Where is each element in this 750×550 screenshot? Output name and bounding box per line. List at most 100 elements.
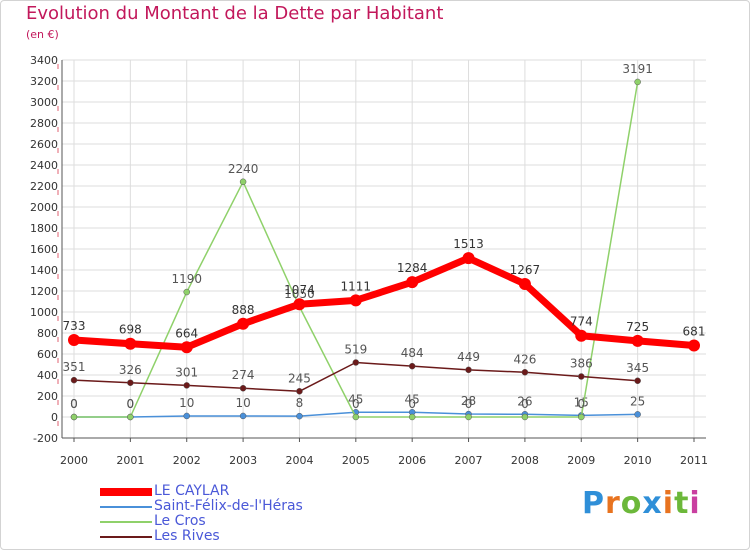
y-tick-label: 600 [37,348,58,361]
x-tick-label: 2008 [511,454,539,467]
chart-subtitle: (en €) [26,28,59,41]
data-point [352,359,360,366]
data-point [352,413,360,421]
legend-swatch [100,487,152,496]
data-point [183,382,190,389]
x-tick-label: 2010 [624,454,652,467]
data-point [70,413,78,421]
legend-swatch [100,520,152,523]
y-tick-label: 1400 [30,264,58,277]
legend-item: LE CAYLAR [100,484,303,499]
data-label: 484 [401,346,424,360]
data-label: 519 [344,343,367,357]
data-point [465,413,472,421]
data-point [578,413,585,421]
data-point [631,334,644,347]
data-label: 888 [232,303,255,317]
data-label: 1111 [341,279,372,293]
data-point [127,379,134,387]
y-tick-label: 1600 [30,243,58,256]
data-point [688,339,700,352]
data-label: 733 [63,319,86,333]
data-label: 10 [235,396,250,410]
brand-letter: t [674,486,690,521]
data-label: 26 [517,394,532,408]
data-label: 0 [127,397,135,411]
data-label: 0 [127,397,135,411]
data-point [180,341,193,354]
data-point [408,362,416,370]
data-label: 725 [626,320,649,334]
data-point [521,413,529,421]
y-tick-label: 0 [51,411,58,424]
brand-letter: i [689,486,701,521]
data-label: 0 [465,397,473,411]
y-tick-label: 400 [37,369,58,382]
data-point [521,369,529,376]
data-point [518,277,531,290]
y-tick-label: 2400 [30,159,58,172]
data-point [465,366,472,374]
data-label: 0 [521,397,529,411]
x-tick-label: 2001 [116,454,144,467]
y-tick-label: 2200 [30,180,58,193]
data-label: 245 [288,371,311,385]
data-label: 0 [577,397,585,411]
data-label: 345 [626,361,649,375]
data-point [462,252,475,265]
legend-label: Saint-Félix-de-l'Héras [154,498,303,514]
y-tick-label: 3400 [30,54,58,67]
x-tick-label: 2005 [342,454,370,467]
proxiti-logo: Proxiti [582,486,701,521]
legend-label: LE CAYLAR [154,483,230,499]
legend-item: Saint-Félix-de-l'Héras [100,499,303,514]
data-label: 681 [683,324,706,338]
y-tick-label: 2800 [30,117,58,130]
data-label: 0 [70,397,78,411]
data-label: 426 [513,352,536,366]
x-tick-label: 2002 [173,454,201,467]
y-tick-label: -200 [33,432,58,445]
data-label: 10 [179,396,194,410]
data-label: 774 [570,315,593,329]
series-line [73,254,695,351]
data-label: 8 [296,396,304,410]
data-label: 274 [232,368,255,382]
data-point [575,329,588,342]
data-label: 0 [352,397,360,411]
x-tick-label: 2003 [229,454,257,467]
legend-swatch [100,505,152,508]
data-label: 1267 [510,263,541,277]
data-point [578,373,585,380]
y-tick-label: 800 [37,327,58,340]
brand-letter: o [620,486,643,521]
data-point [237,317,250,330]
data-label: 1513 [453,237,484,251]
y-tick-label: 3000 [30,96,58,109]
y-tick-label: 1800 [30,222,58,235]
legend-label: Les Rives [154,528,220,544]
data-point [408,413,416,421]
data-point [406,276,419,289]
data-label: 45 [405,392,420,406]
data-point [239,384,247,392]
legend-label: Le Cros [154,513,206,529]
x-tick-label: 2007 [455,454,483,467]
legend-item: Les Rives [100,529,303,544]
chart-title: Evolution du Montant de la Dette par Hab… [26,3,444,24]
data-label: 25 [630,394,645,408]
data-point [239,412,247,420]
data-point [239,178,247,186]
data-label: 3191 [622,62,653,76]
data-label: 326 [119,363,142,377]
x-tick-label: 2000 [60,454,88,467]
data-label: 351 [63,360,86,374]
data-label: 449 [457,350,480,364]
x-tick-label: 2006 [398,454,426,467]
data-point [349,294,362,307]
data-point [296,388,303,395]
data-point [296,412,303,420]
x-tick-label: 2011 [680,454,708,467]
data-label: 1050 [284,287,315,301]
data-label: 1074 [284,283,315,297]
